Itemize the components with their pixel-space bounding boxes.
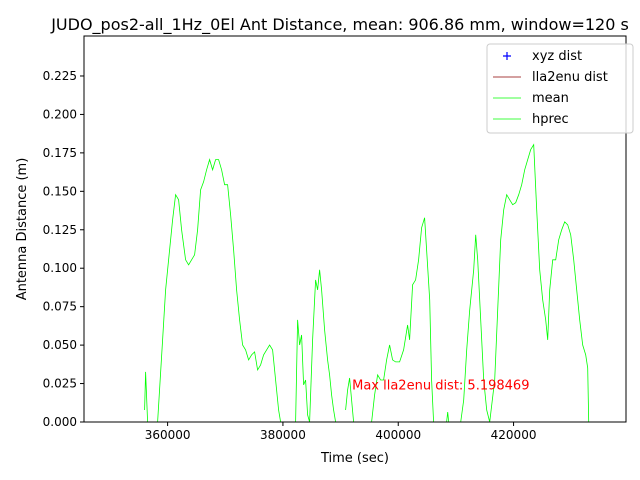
annotation: Max lla2enu dist: 5.198469 (352, 379, 529, 394)
legend-label: hprec (532, 112, 569, 127)
y-tick-label: 0.150 (43, 184, 77, 198)
x-tick-label: 420000 (491, 428, 537, 442)
y-tick-label: 0.050 (43, 338, 77, 352)
legend-label: mean (532, 91, 569, 106)
y-tick-label: 0.175 (43, 146, 77, 160)
y-tick-label: 0.125 (43, 223, 77, 237)
x-tick-label: 400000 (375, 428, 421, 442)
x-axis-label: Time (sec) (320, 451, 389, 466)
x-tick-label: 360000 (145, 428, 191, 442)
chart-title: JUDO_pos2-all_1Hz_0El Ant Distance, mean… (50, 15, 629, 35)
y-tick-label: 0.100 (43, 261, 77, 275)
legend-marker (503, 52, 511, 60)
y-tick-label: 0.025 (43, 377, 77, 391)
x-tick-label: 380000 (260, 428, 306, 442)
legend-label: lla2enu dist (532, 70, 608, 85)
legend-label: xyz dist (532, 49, 582, 64)
y-axis-label: Antenna Distance (m) (15, 158, 30, 301)
y-tick-label: 0.000 (43, 415, 77, 429)
y-tick-label: 0.200 (43, 107, 77, 121)
y-tick-label: 0.225 (43, 69, 77, 83)
plot-area (144, 143, 590, 422)
axes-frame (83, 35, 627, 423)
y-tick-label: 0.075 (43, 300, 77, 314)
legend-box (486, 43, 634, 134)
data-line (144, 143, 590, 422)
